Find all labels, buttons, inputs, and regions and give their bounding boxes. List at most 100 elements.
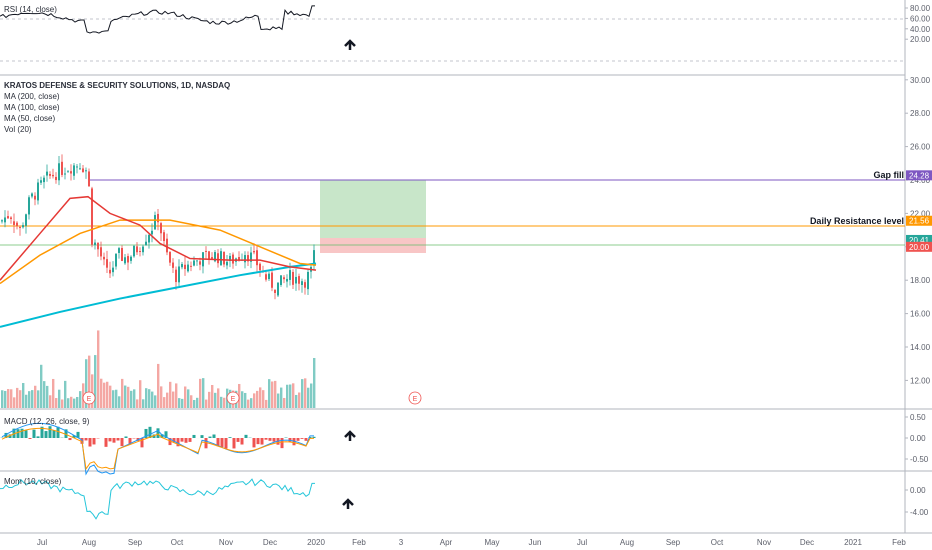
volume-bar	[241, 391, 244, 408]
macd-bar	[52, 430, 56, 438]
volume-bar	[268, 379, 271, 408]
candle-body	[19, 227, 21, 229]
macd-tick-label: -0.50	[910, 455, 929, 464]
candle-body	[238, 257, 240, 260]
macd-bar	[8, 434, 12, 438]
price-tick-label: 30.00	[910, 76, 931, 85]
candle-body	[58, 163, 60, 181]
macd-bar	[216, 438, 220, 447]
chart-title[interactable]: KRATOS DEFENSE & SECURITY SOLUTIONS, 1D,…	[4, 81, 230, 90]
candle-body	[52, 174, 54, 177]
candle-body	[181, 264, 183, 268]
candle-body	[22, 225, 24, 228]
candles	[1, 154, 315, 300]
candle-body	[148, 234, 150, 243]
volume-bar	[202, 378, 205, 408]
volume-bar	[94, 355, 97, 408]
momentum-pane[interactable]: Mom (10, close) 0.00 -4.00	[0, 477, 929, 520]
mom-tick-label: 0.00	[910, 486, 926, 495]
candle-body	[46, 171, 48, 176]
volume-bar	[142, 399, 145, 408]
candle-body	[40, 180, 42, 183]
volume-bar	[31, 390, 34, 408]
volume-bar	[310, 383, 313, 408]
time-label: May	[484, 538, 499, 547]
rsi-legend[interactable]: RSI (14, close)	[4, 5, 57, 14]
volume-bar	[22, 382, 25, 408]
candle-body	[127, 256, 129, 263]
volume-bar	[259, 387, 262, 408]
time-axis[interactable]: Jul Aug Sep Oct Nov Dec 2020 Feb 3 Apr May Jun Jul Au…	[37, 538, 907, 547]
macd-bar	[12, 428, 16, 438]
price-axis[interactable]: 30.00 28.00 26.00 24.00 22.00 20.00 18.00 16.00…	[905, 76, 931, 386]
macd-bar	[204, 438, 208, 449]
macd-bar	[268, 438, 272, 441]
volume-bar	[286, 384, 289, 408]
volume-bar	[64, 380, 67, 408]
study-ma200[interactable]: MA (200, close)	[4, 92, 60, 101]
macd-tick-label: 0.00	[910, 434, 926, 443]
candle-body	[208, 251, 210, 260]
volume-bar	[154, 395, 157, 408]
volume-bar	[292, 383, 295, 408]
target-zone[interactable]	[320, 180, 426, 238]
volume-bar	[169, 381, 172, 408]
macd-bar	[20, 428, 24, 438]
candle-body	[220, 251, 222, 266]
volume-bar	[100, 378, 103, 408]
candle-body	[223, 252, 225, 265]
candle-body	[73, 165, 75, 176]
volume-bar	[55, 398, 58, 408]
time-label: 2021	[844, 538, 862, 547]
price-tick-label: 24.00	[910, 176, 931, 185]
volume-bar	[172, 391, 175, 408]
rsi-tick-label: 80.00	[910, 4, 931, 13]
volume-bar	[127, 386, 130, 408]
candle-body	[43, 177, 45, 183]
stop-zone[interactable]	[320, 238, 426, 253]
macd-bar	[220, 438, 224, 447]
rsi-tick-label: 40.00	[910, 25, 931, 34]
volume-bar	[73, 398, 76, 408]
study-ma50[interactable]: MA (50, close)	[4, 114, 55, 123]
volume-bar	[109, 385, 112, 408]
candle-body	[100, 247, 102, 257]
volume-bar	[163, 397, 166, 408]
volume-bar	[7, 389, 10, 408]
candle-body	[259, 263, 261, 271]
macd-bar	[180, 438, 184, 442]
volume-bar	[10, 389, 13, 408]
candle-body	[232, 254, 234, 264]
volume-bar	[106, 381, 109, 408]
macd-legend[interactable]: MACD (12, 26, close, 9)	[4, 417, 90, 426]
study-volume[interactable]: Vol (20)	[4, 125, 32, 134]
earnings-marker[interactable]: E	[82, 391, 96, 405]
candle-body	[175, 269, 177, 283]
price-tag-label: 20.00	[909, 243, 930, 252]
price-tag	[906, 234, 932, 245]
volume-bar	[277, 393, 280, 408]
macd-bar	[308, 436, 312, 438]
volume-bar	[205, 399, 208, 408]
price-pane[interactable]: KRATOS DEFENSE & SECURITY SOLUTIONS, 1D,…	[0, 76, 932, 408]
candle-body	[25, 214, 27, 226]
study-ma100[interactable]: MA (100, close)	[4, 103, 60, 112]
macd-pane[interactable]: MACD (12, 26, close, 9) 0.50 0.00 -0.50	[0, 413, 929, 476]
volume-bar	[43, 381, 46, 408]
volume-bar	[148, 389, 151, 408]
macd-bar	[44, 431, 48, 438]
earnings-marker[interactable]: E	[408, 391, 422, 405]
svg-text:E: E	[231, 396, 236, 403]
time-label: Aug	[620, 538, 634, 547]
price-tag	[906, 170, 932, 181]
earnings-marker[interactable]: E	[226, 391, 240, 405]
volume-bar	[46, 385, 49, 408]
volume-bar	[262, 390, 265, 408]
price-tick-label: 14.00	[910, 343, 931, 352]
mom-tick-label: -4.00	[910, 508, 929, 517]
volume-bar	[61, 399, 64, 408]
mom-legend[interactable]: Mom (10, close)	[4, 477, 62, 486]
volume-bar	[25, 394, 28, 408]
